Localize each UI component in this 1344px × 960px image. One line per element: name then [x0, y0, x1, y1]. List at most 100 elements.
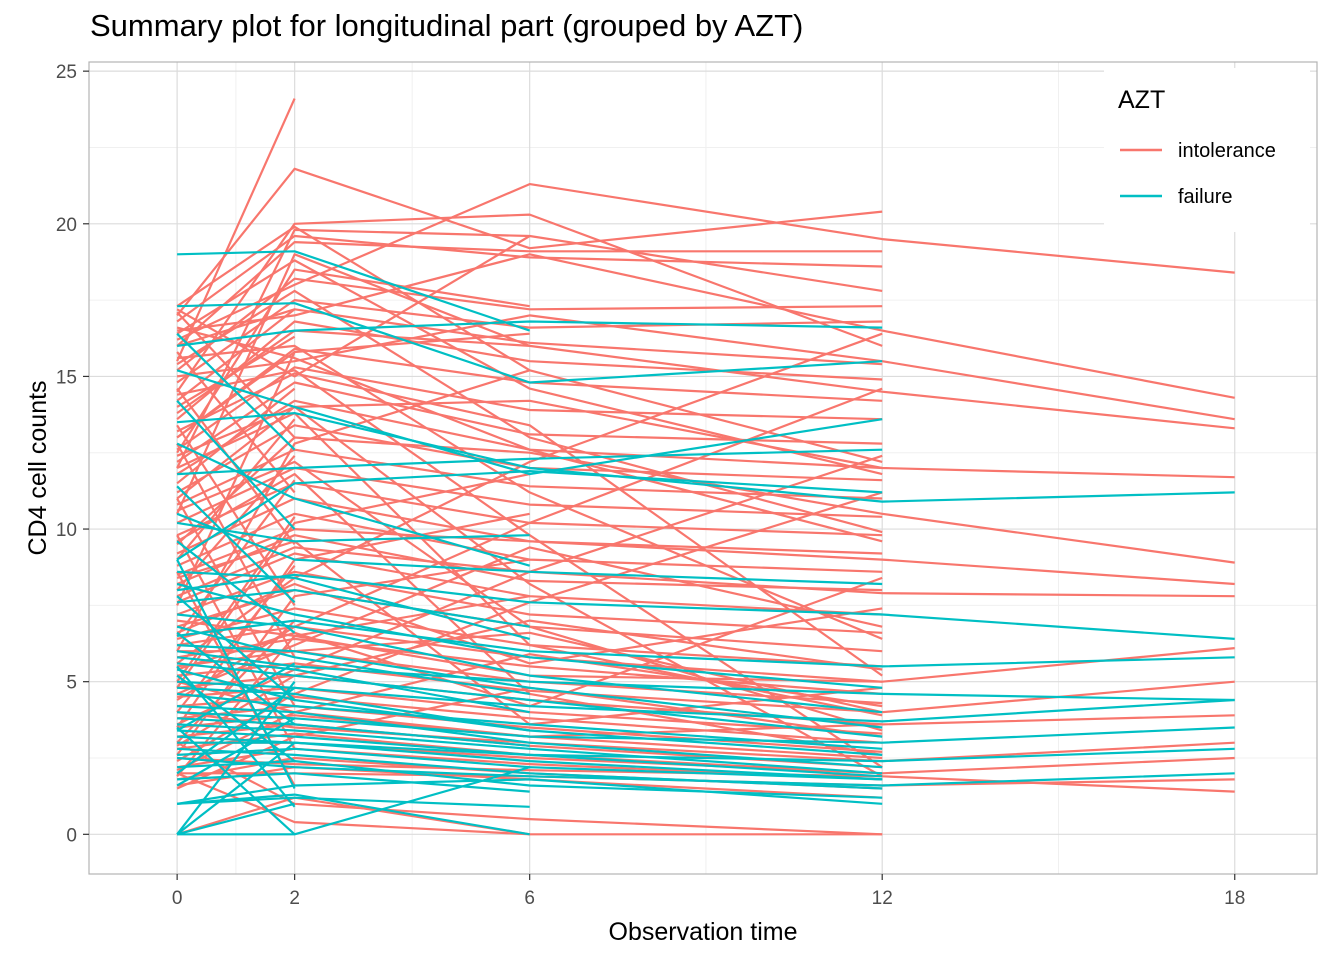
series-line-failure	[176, 485, 296, 604]
legend: AZT intolerance failure	[1104, 68, 1310, 232]
series-line-intolerance	[177, 686, 883, 735]
series-line-failure	[176, 400, 296, 530]
series-line-intolerance	[176, 399, 883, 476]
plot-border	[88, 61, 1318, 875]
legend-label-intolerance: intolerance	[1178, 140, 1276, 162]
y-tick-label: 20	[56, 215, 77, 236]
y-tick-label: 5	[66, 673, 77, 694]
series-line-failure	[177, 250, 531, 332]
legend-items: intolerance failure	[1120, 140, 1276, 208]
series-line-intolerance	[176, 436, 1235, 564]
series-line-intolerance	[176, 460, 883, 732]
series-line-failure	[176, 470, 883, 561]
series-line-failure	[176, 332, 296, 451]
y-axis-title: CD4 cell counts	[24, 380, 52, 555]
series-line-failure	[176, 686, 296, 775]
series-line-intolerance	[177, 695, 883, 744]
series-line-intolerance	[176, 619, 296, 744]
series-line-failure	[177, 302, 883, 384]
series-line-failure	[177, 766, 883, 836]
series-line-failure	[176, 662, 883, 738]
series-line-failure	[176, 573, 1235, 640]
series-line-failure	[176, 668, 883, 756]
series-line-failure	[177, 759, 883, 799]
tick-labels: 0 2 6 12 18 0 5 10 15 20 25	[56, 62, 1245, 909]
series-line-failure	[176, 625, 530, 695]
series-line-intolerance	[176, 225, 883, 463]
series-line-failure	[177, 570, 530, 640]
series-line-failure	[177, 735, 883, 781]
series-line-failure	[176, 802, 295, 836]
series-line-failure	[176, 631, 296, 726]
series-line-intolerance	[176, 653, 883, 772]
series-line-failure	[176, 619, 1235, 668]
series-line-intolerance	[176, 228, 883, 469]
series-line-intolerance	[176, 443, 296, 658]
series-line-intolerance	[176, 98, 296, 362]
legend-label-failure: failure	[1178, 186, 1232, 208]
series-line-intolerance	[176, 570, 883, 634]
series-line-intolerance	[176, 772, 883, 836]
series-line-intolerance	[176, 213, 883, 393]
series-line-intolerance	[176, 595, 530, 778]
series-line-intolerance	[176, 314, 1235, 421]
series-line-failure	[176, 595, 296, 701]
legend-title: AZT	[1118, 86, 1165, 114]
series-line-failure	[176, 512, 883, 586]
series-line-intolerance	[176, 418, 296, 561]
series-line-intolerance	[176, 387, 296, 485]
series-line-intolerance	[176, 455, 296, 591]
y-tick-label: 25	[56, 62, 77, 83]
y-tick-label: 10	[56, 520, 77, 541]
y-tick-label: 15	[56, 367, 77, 388]
series-line-failure	[177, 705, 883, 769]
series-line-failure	[176, 741, 296, 836]
series-line-failure	[176, 540, 296, 634]
series-line-intolerance	[176, 424, 883, 494]
series-line-failure	[176, 717, 296, 787]
series-line-intolerance	[176, 540, 883, 726]
series-line-intolerance	[176, 241, 883, 347]
series-line-failure	[176, 320, 883, 347]
series-line-failure	[177, 793, 530, 836]
series-line-intolerance	[176, 466, 883, 524]
series-line-failure	[176, 650, 1235, 702]
series-line-failure	[176, 656, 530, 714]
series-line-intolerance	[176, 424, 296, 607]
x-tick-label: 2	[289, 888, 300, 909]
series-line-intolerance	[176, 253, 531, 515]
series-line-failure	[177, 686, 530, 732]
series-line-intolerance	[176, 497, 296, 707]
series-line-failure	[176, 442, 531, 567]
series-line-failure	[177, 412, 1235, 503]
series-line-failure	[176, 521, 530, 543]
series-line-failure	[176, 681, 296, 835]
series-line-failure	[176, 726, 296, 836]
series-line-intolerance	[176, 366, 883, 451]
series-line-intolerance	[176, 619, 883, 747]
series-line-failure	[176, 588, 530, 628]
series-line-intolerance	[176, 326, 883, 543]
series-line-failure	[176, 582, 883, 689]
series-line-failure	[176, 674, 296, 762]
series-line-intolerance	[176, 607, 883, 668]
series-line-failure	[177, 723, 883, 775]
x-tick-label: 0	[172, 888, 183, 909]
x-tick-label: 6	[524, 888, 535, 909]
series-line-failure	[177, 772, 530, 793]
series-line-intolerance	[176, 625, 883, 683]
series-lines	[176, 98, 1235, 836]
series-line-intolerance	[176, 167, 883, 317]
chart-title: Summary plot for longitudinal part (grou…	[90, 8, 804, 43]
series-line-intolerance	[176, 369, 531, 652]
series-line-intolerance	[176, 482, 883, 537]
series-line-intolerance	[176, 582, 883, 665]
series-line-intolerance	[176, 268, 530, 454]
axis-ticks	[83, 70, 1236, 880]
series-line-intolerance	[176, 372, 883, 677]
series-line-failure	[176, 613, 883, 714]
series-line-intolerance	[176, 277, 883, 372]
series-line-failure	[177, 729, 883, 778]
y-tick-label: 0	[66, 825, 77, 846]
